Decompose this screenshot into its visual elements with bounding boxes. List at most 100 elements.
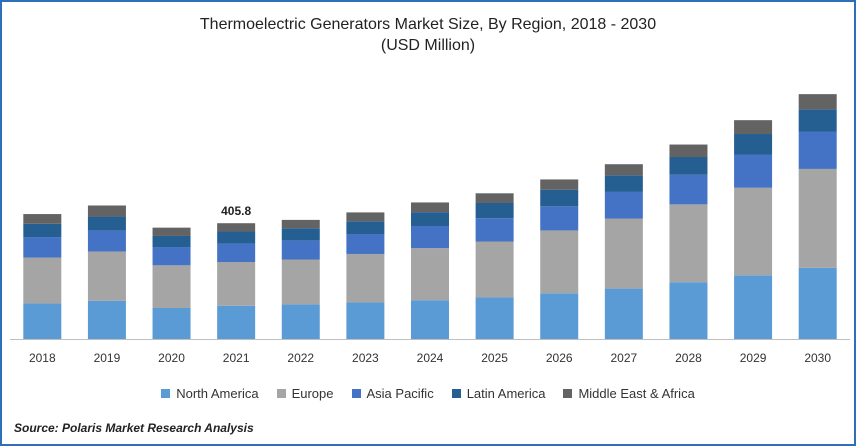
bar-2030-latin-america [798,109,837,132]
bar-2027-north-america [604,288,643,339]
bar-2023-latin-america [346,221,385,235]
bar-2028-asia-pacific [669,174,708,205]
x-tick-label-2022: 2022 [287,351,314,365]
bar-2029-middle-east-africa [734,120,773,135]
bar-2030-middle-east-africa [798,94,837,110]
legend-swatch [161,389,171,398]
data-label-2021: 405.8 [221,204,251,218]
bar-2019-asia-pacific [87,230,126,252]
bar-2030-europe [798,168,837,268]
bar-2021-north-america [217,305,256,339]
legend-item-middle-east-africa: Middle East & Africa [563,386,695,401]
bar-2018-asia-pacific [23,237,62,258]
bar-2026-europe [540,230,579,294]
bar-2021-middle-east-africa [217,223,256,232]
bar-2028-north-america [669,282,708,339]
bar-2027-europe [604,218,643,289]
legend-item-asia-pacific: Asia Pacific [351,386,434,401]
bar-2029-asia-pacific [734,154,773,188]
bar-2025-latin-america [475,202,514,219]
bar-2024-europe [411,248,449,301]
bar-2026-latin-america [540,189,579,207]
legend-swatch [563,389,573,398]
legend-swatch [351,389,361,398]
bar-2020-middle-east-africa [152,227,191,236]
legend-label: North America [176,386,259,401]
bar-2030-north-america [798,267,837,339]
bar-2018-middle-east-africa [23,214,62,224]
bar-2026-north-america [540,293,579,339]
chart-legend: North America Europe Asia Pacific Latin Ame… [2,386,854,401]
bar-2019-latin-america [87,216,126,231]
legend-label: Latin America [466,386,546,401]
x-tick-label-2026: 2026 [546,351,573,365]
bar-2019-europe [87,251,126,301]
bar-2025-asia-pacific [475,218,514,242]
chart-subtitle: (USD Million) [380,37,476,54]
bar-2022-latin-america [281,228,320,241]
bar-2027-asia-pacific [604,191,643,219]
bar-2018-europe [23,257,62,304]
bar-2029-europe [734,187,773,276]
bar-2025-middle-east-africa [475,193,514,203]
legend-label: Middle East & Africa [578,386,695,401]
bar-2021-europe [217,261,256,306]
bar-2020-europe [152,265,191,308]
bar-2019-middle-east-africa [87,205,126,217]
x-tick-label-2028: 2028 [675,351,702,365]
bar-2028-middle-east-africa [669,144,708,158]
bar-2021-asia-pacific [217,243,256,262]
x-tick-label-2021: 2021 [223,351,250,365]
bar-2030-asia-pacific [798,131,837,169]
bar-2025-europe [475,241,514,298]
bar-2029-north-america [734,275,773,339]
bar-2020-latin-america [152,235,191,248]
bar-2022-asia-pacific [281,240,320,260]
bar-2021-latin-america [217,231,256,244]
bar-2028-europe [669,204,708,283]
bar-2022-europe [281,259,320,305]
x-tick-label-2025: 2025 [481,351,508,365]
bar-2027-latin-america [604,175,643,192]
bar-2022-north-america [281,304,320,339]
bar-2024-latin-america [411,212,449,226]
bar-2027-middle-east-africa [604,164,643,176]
bar-2024-asia-pacific [411,225,449,249]
legend-swatch [276,389,286,398]
bar-2024-middle-east-africa [411,202,449,213]
source-note: Source: Polaris Market Research Analysis [14,421,254,435]
bar-2018-north-america [23,303,62,339]
bar-2028-latin-america [669,157,708,175]
legend-label: Asia Pacific [366,386,434,401]
bar-2023-europe [346,253,385,303]
stacked-bar-chart: 2018 2019 2020 405.8 2021 2022 2023 2024 2025 202… [10,94,850,365]
legend-item-latin-america: Latin America [451,386,546,401]
legend-swatch [451,389,461,398]
bar-2023-middle-east-africa [346,212,385,222]
bar-2026-asia-pacific [540,206,579,231]
bar-2019-north-america [87,300,126,339]
bar-2026-middle-east-africa [540,179,579,190]
x-tick-label-2029: 2029 [740,351,767,365]
legend-label: Europe [291,386,334,401]
bar-2020-north-america [152,307,191,339]
bar-2029-latin-america [734,134,773,155]
x-tick-label-2023: 2023 [352,351,379,365]
legend-item-north-america: North America [161,386,259,401]
x-tick-label-2024: 2024 [417,351,444,365]
bar-2020-asia-pacific [152,247,191,266]
x-tick-label-2020: 2020 [158,351,185,365]
x-tick-label-2019: 2019 [94,351,121,365]
x-tick-label-2018: 2018 [29,351,56,365]
chart-title-block: Thermoelectric Generators Market Size, B… [2,14,854,56]
chart-title: Thermoelectric Generators Market Size, B… [199,16,657,33]
bar-2023-north-america [346,302,385,339]
bar-2018-latin-america [23,223,62,238]
bar-2022-middle-east-africa [281,219,320,229]
bar-2023-asia-pacific [346,234,385,254]
bar-2025-north-america [475,297,514,339]
x-tick-label-2030: 2030 [804,351,831,365]
bar-2024-north-america [411,300,449,339]
legend-item-europe: Europe [276,386,334,401]
